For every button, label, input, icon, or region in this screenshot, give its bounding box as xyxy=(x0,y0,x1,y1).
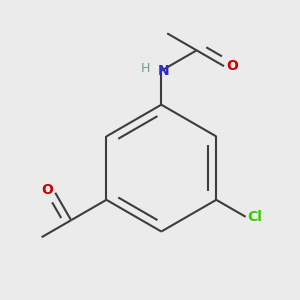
Text: H: H xyxy=(141,62,150,75)
Text: O: O xyxy=(226,59,238,73)
Text: O: O xyxy=(41,184,53,197)
Text: Cl: Cl xyxy=(247,210,262,224)
Text: N: N xyxy=(158,64,170,78)
